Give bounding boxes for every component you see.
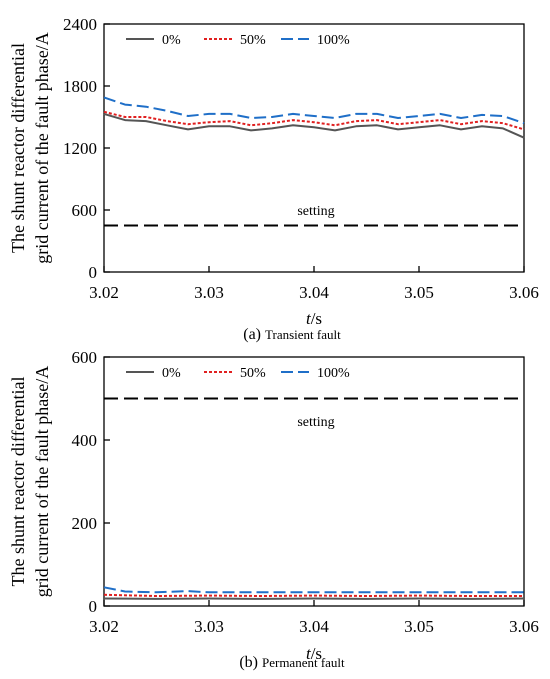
series-line-100pct [103,586,524,594]
y-tick-label: 400 [72,431,98,450]
y-tick-label: 1800 [63,77,97,96]
series-line-100pct [103,96,525,125]
x-tick-label: 3.03 [194,283,224,302]
panel-caption-text: Permanent fault [262,655,345,670]
x-tick-label: 3.04 [299,617,329,636]
panel-caption-label: (b) [239,654,262,671]
plot-frame [103,356,525,607]
series-line-50pct [103,110,525,131]
y-axis-label-line1: The shunt reactor differential [8,376,28,586]
x-axis-label: t/s [306,309,322,328]
y-tick-label: 200 [72,514,98,533]
legend-label: 50% [240,33,266,48]
series-line-50pct [103,593,524,597]
x-tick-label: 3.05 [404,617,434,636]
y-tick-label: 600 [72,348,98,367]
setting-label: setting [297,415,334,430]
panel-caption: (a) Transient fault [243,326,341,343]
x-tick-label: 3.05 [404,283,434,302]
y-axis-label-line1: The shunt reactor differential [8,43,28,253]
x-tick-label: 3.03 [194,617,224,636]
panel-caption: (b) Permanent fault [239,654,345,671]
legend-label: 50% [240,366,266,381]
panel-caption-label: (a) [243,326,265,343]
x-tick-label: 3.04 [299,283,329,302]
plot-frame [103,23,525,273]
x-axis-unit: /s [311,644,322,663]
x-axis-label: t/s [306,644,322,663]
x-tick-label: 3.06 [509,617,539,636]
y-tick-label: 600 [72,201,98,220]
y-axis-label-line2: grid current of the fault phase/A [32,32,52,263]
x-axis-variable: t [306,644,312,663]
series-line-0pct [103,112,525,139]
y-tick-label: 0 [89,263,98,282]
y-tick-label: 1200 [63,139,97,158]
legend-label: 100% [317,366,350,381]
chart-panel-1: 3.02 3.03 3.04 3.05 3.06 0 600 1200 1800 2400 The … [8,15,539,343]
chart-panel-2: 3.02 3.03 3.04 3.05 3.06 0 200 400 600 The shunt … [8,348,539,671]
setting-label: setting [297,204,334,219]
legend-label: 0% [162,366,181,381]
legend-label: 100% [317,33,350,48]
x-axis-unit: /s [311,309,322,328]
legend-label: 0% [162,33,181,48]
y-tick-label: 2400 [63,15,97,34]
x-tick-label: 3.02 [89,617,119,636]
x-axis-variable: t [306,309,312,328]
panel-caption-text: Transient fault [265,327,341,342]
y-tick-label: 0 [89,597,98,616]
x-tick-label: 3.02 [89,283,119,302]
x-tick-label: 3.06 [509,283,539,302]
y-axis-label-line2: grid current of the fault phase/A [32,366,52,597]
